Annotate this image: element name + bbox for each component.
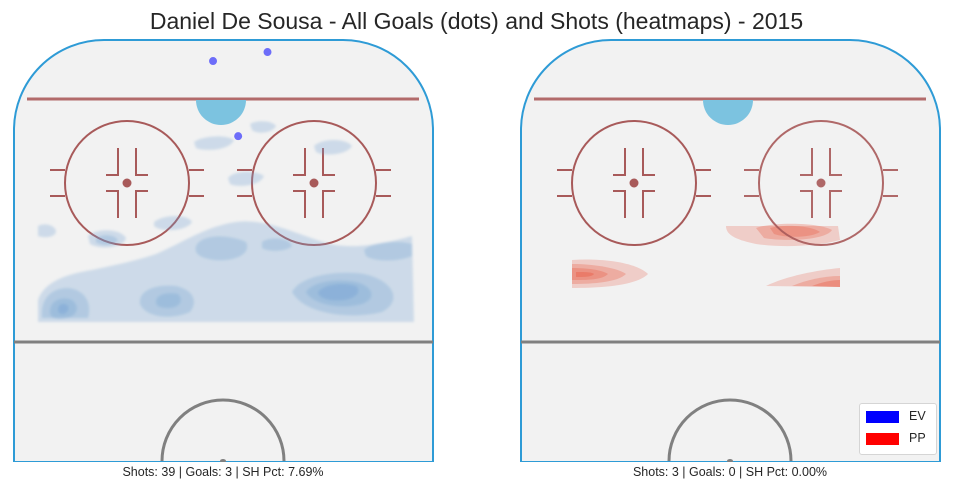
ev-density-level-4 [318,284,359,301]
rink-ev [13,39,434,463]
goal-dot [234,132,243,141]
legend-label-ev: EV [909,409,926,423]
pp-panel-caption: Shots: 3 | Goals: 0 | SH Pct: 0.00% [632,465,828,479]
ev-density-blob [154,216,192,231]
ev-goal-dots [209,48,272,141]
pp-density-level-2 [792,276,840,287]
legend-label-pp: PP [909,431,926,445]
rink-boards [520,39,941,463]
ev-density-level-2 [195,236,248,261]
pp-density-level-1 [726,226,840,247]
ev-shot-heatmap [38,121,414,322]
goal-crease [703,100,753,125]
pp-density-level-3 [572,268,608,280]
pp-density-level-2 [756,223,832,240]
pp-density-level-2 [572,264,626,284]
ev-density-blob [38,224,56,238]
faceoff-circle-left [557,120,711,246]
pp-density-level-3 [812,280,840,287]
ev-density-blob [228,171,264,186]
ev-density-level-3 [156,293,181,308]
pp-density-level-3 [770,225,820,237]
ev-density-blob [194,136,234,150]
ev-density-blob [250,121,276,133]
ev-density-blob [364,242,412,261]
legend: EV PP [859,403,937,455]
goal-dot [209,57,218,66]
pp-density-level-4 [576,272,594,277]
goal-dot [263,48,272,57]
pp-density-level-1 [766,268,840,287]
ev-panel-caption: Shots: 39 | Goals: 3 | SH Pct: 7.69% [122,465,324,479]
ev-density-level-4 [58,303,69,314]
goal-crease [196,100,246,125]
pp-shot-heatmap [572,223,840,288]
faceoff-circle-left [50,120,204,246]
pp-density-level-1 [572,259,648,288]
chart-title: Daniel De Sousa - All Goals (dots) and S… [149,8,804,34]
faceoff-circle-right [744,120,898,246]
center-circle-right [667,398,793,462]
ev-density-blob [314,140,352,155]
legend-swatch-ev [866,411,899,423]
rink-pp [520,39,941,463]
center-circle-left [160,398,286,462]
ev-density-blob [96,235,118,245]
ev-density-blob [262,238,292,251]
bottom-cover [0,462,953,493]
legend-swatch-pp [866,433,899,445]
